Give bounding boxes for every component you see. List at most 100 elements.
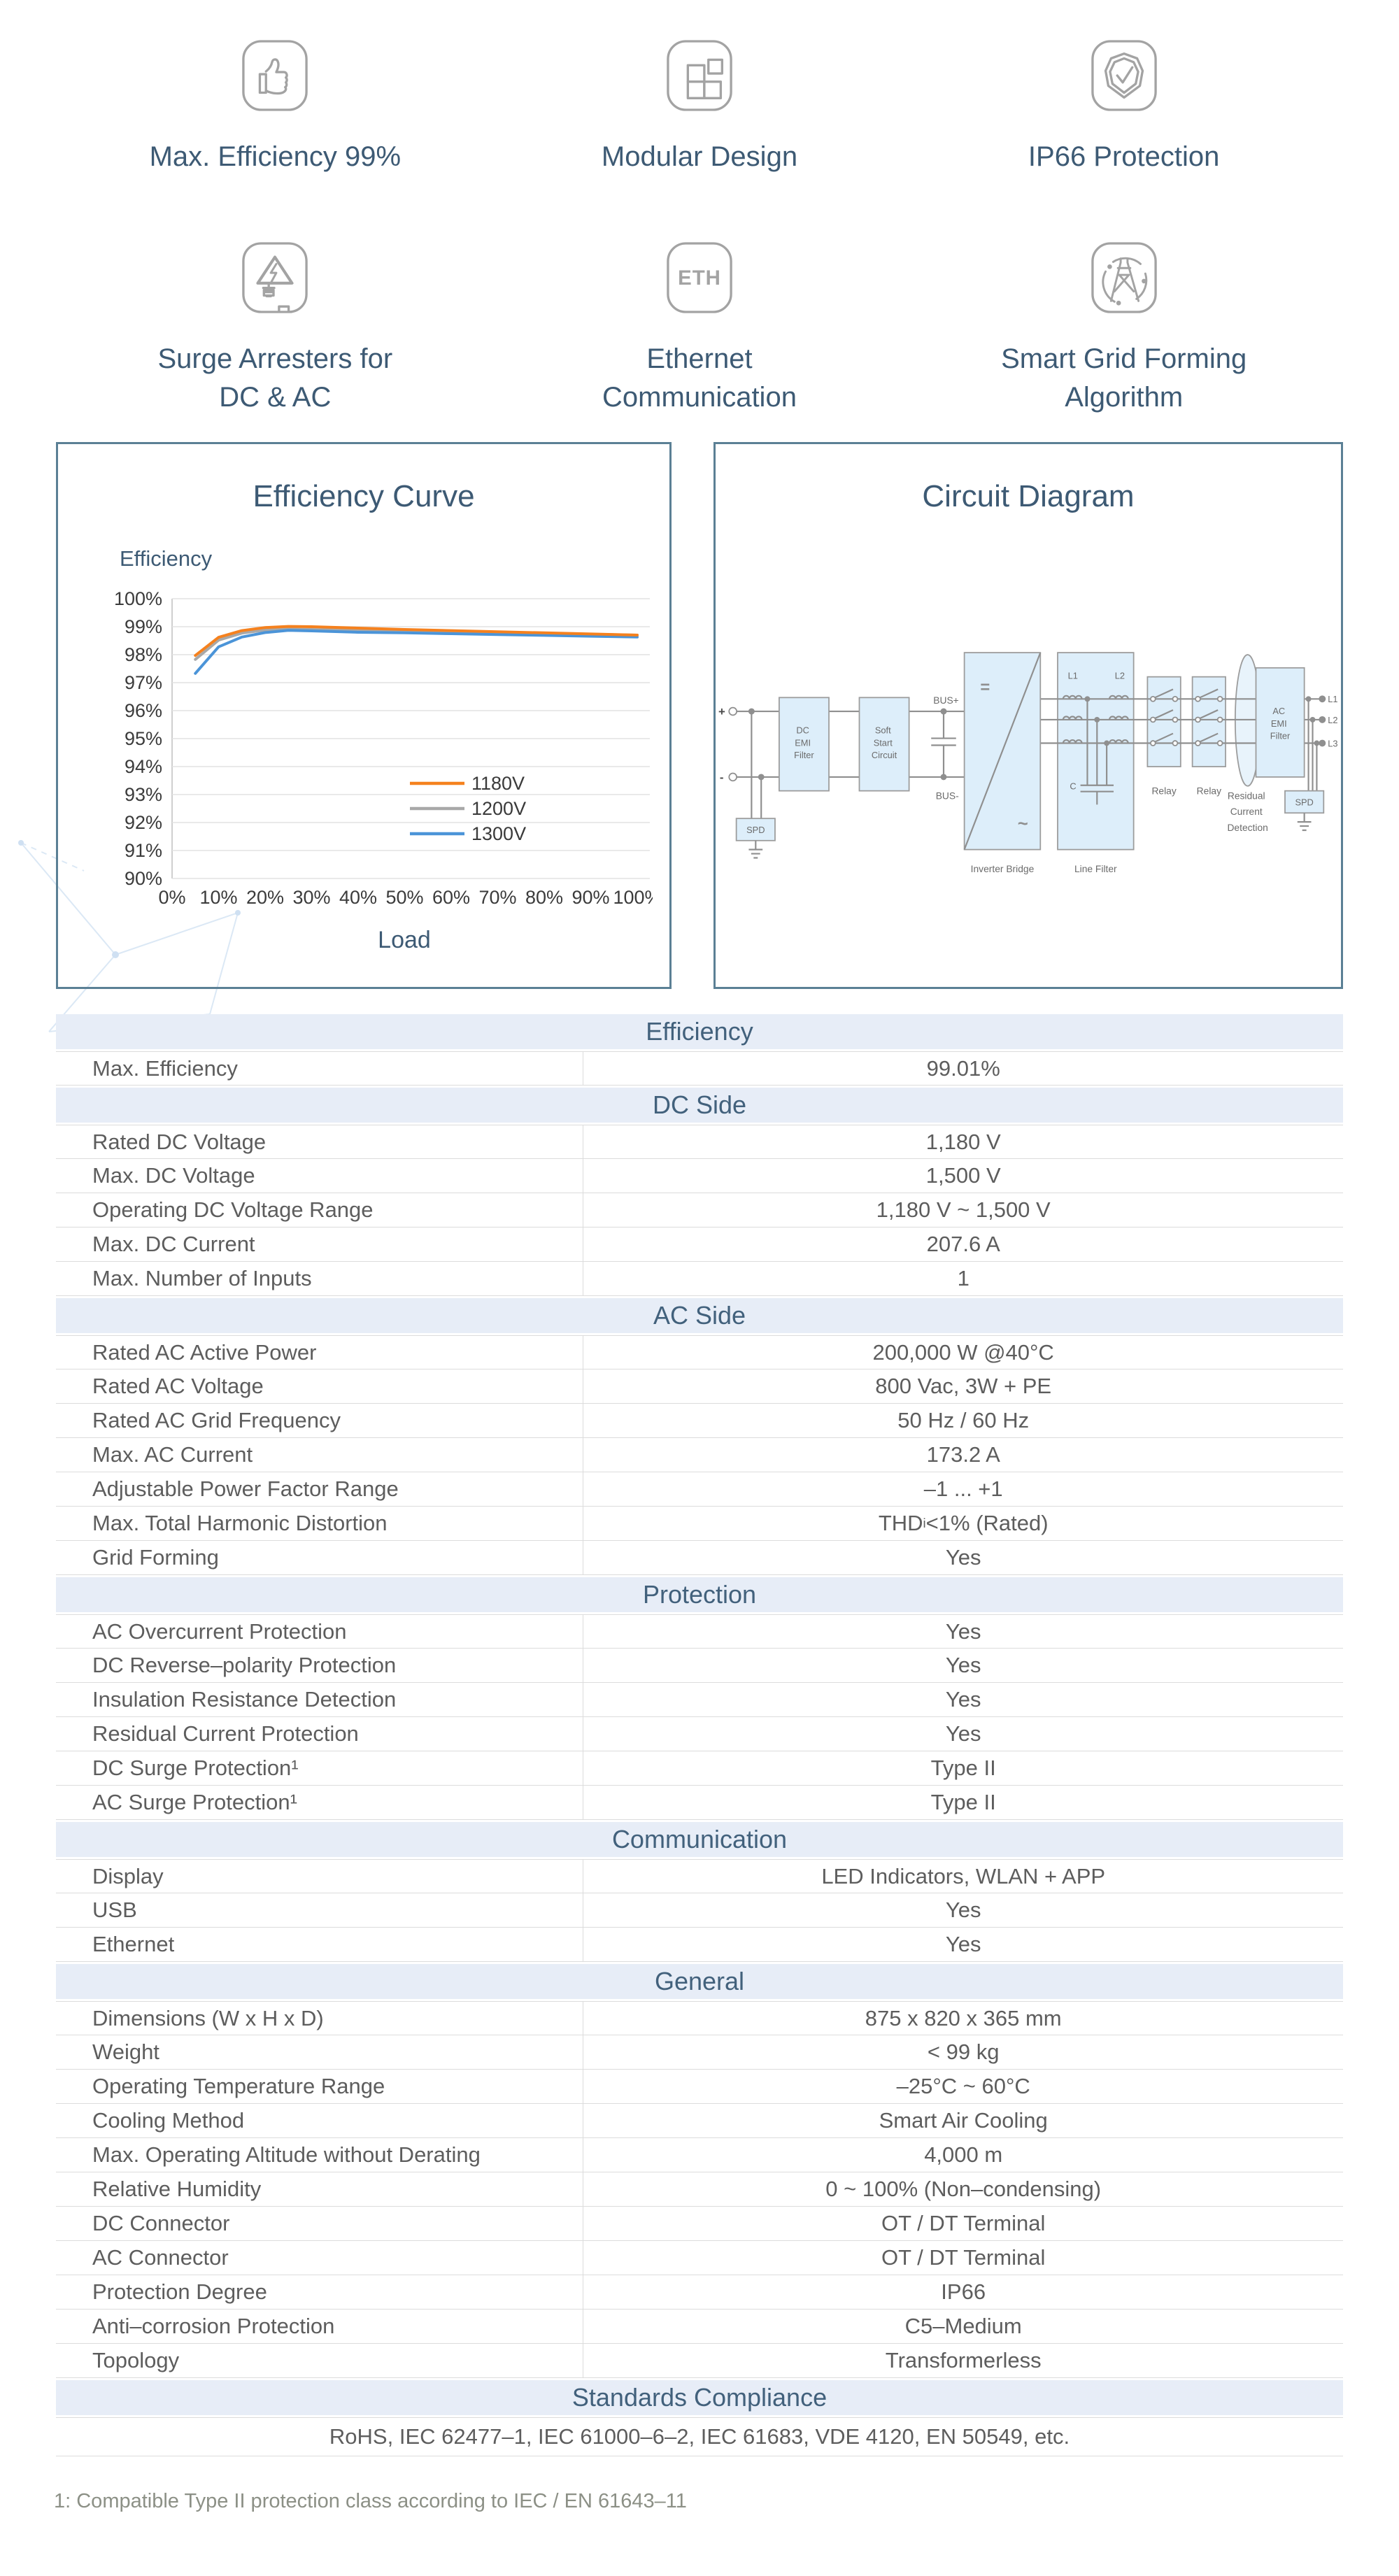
- spec-label: Insulation Resistance Detection: [56, 1683, 584, 1716]
- line-filter-label: Line Filter: [1074, 863, 1117, 874]
- section-header: DC Side: [56, 1088, 1343, 1123]
- spec-label: Protection Degree: [56, 2275, 584, 2309]
- legend-label-1180V: 1180V: [471, 773, 525, 794]
- spec-value: –25°C ~ 60°C: [896, 2074, 1030, 2098]
- x-tick-label: 100%: [613, 887, 653, 908]
- spec-row: Dimensions (W x H x D) 875 x 820 x 365 mm: [56, 2001, 1343, 2035]
- spec-label: Max. DC Current: [56, 1227, 584, 1261]
- spec-value: Type II: [930, 1756, 996, 1780]
- section-title: Standards Compliance: [571, 2383, 828, 2412]
- x-tick-label: 90%: [571, 887, 609, 908]
- section-title: DC Side: [652, 1090, 747, 1119]
- section-title: Protection: [642, 1580, 757, 1609]
- spec-value: 1,500 V: [925, 1163, 1001, 1188]
- spec-value: THD i <1% (Rated): [878, 1511, 1049, 1535]
- spec-label: Weight: [56, 2035, 584, 2069]
- x-tick-label: 20%: [246, 887, 284, 908]
- spec-row: Max. Efficiency 99.01%: [56, 1051, 1343, 1086]
- spec-row: DC Surge Protection¹ Type II: [56, 1751, 1343, 1786]
- spec-row: AC Overcurrent Protection Yes: [56, 1614, 1343, 1649]
- inverter-dc-symbol: =: [980, 678, 990, 697]
- spec-label: Anti–corrosion Protection: [56, 2310, 584, 2343]
- spec-label: Topology: [56, 2344, 584, 2377]
- spec-value: 0 ~ 100% (Non–condensing): [825, 2177, 1102, 2201]
- spec-row: Cooling Method Smart Air Cooling: [56, 2104, 1343, 2138]
- feature-ip66-protection: IP66 Protection: [911, 38, 1336, 176]
- x-axis-label: Load: [378, 927, 431, 953]
- spec-label: Rated DC Voltage: [56, 1125, 584, 1158]
- spec-label: Residual Current Protection: [56, 1717, 584, 1751]
- spec-row: DC Reverse–polarity Protection Yes: [56, 1649, 1343, 1683]
- relay-2-label: Relay: [1197, 785, 1221, 797]
- feature-label: Ethernet Communication: [602, 340, 797, 417]
- spec-label: AC Overcurrent Protection: [56, 1615, 584, 1648]
- spec-row: Rated AC Voltage 800 Vac, 3W + PE: [56, 1369, 1343, 1404]
- spec-row: AC Connector OT / DT Terminal: [56, 2241, 1343, 2275]
- soft-start-label: Soft Start Circuit: [872, 725, 897, 761]
- circuit-diagram: + - SPD DC EMI Filter Soft Start C: [718, 652, 1338, 874]
- spec-row: Residual Current Protection Yes: [56, 1717, 1343, 1751]
- y-tick-label: 98%: [125, 644, 162, 665]
- section-header: Efficiency: [56, 1014, 1343, 1049]
- feature-label: Smart Grid Forming Algorithm: [1001, 340, 1247, 417]
- spd-left-label: SPD: [746, 825, 765, 835]
- ac-emi-filter-label: AC EMI Filter: [1270, 706, 1291, 741]
- spec-label: Max. DC Voltage: [56, 1159, 584, 1193]
- spec-row: Relative Humidity 0 ~ 100% (Non–condensin…: [56, 2172, 1343, 2207]
- y-tick-label: 96%: [125, 700, 162, 721]
- ethernet-icon: ETH: [665, 241, 734, 315]
- modular-design-icon: [665, 38, 734, 113]
- spec-row: Weight < 99 kg: [56, 2035, 1343, 2070]
- spec-value: Yes: [945, 1721, 981, 1746]
- spec-value: Smart Air Cooling: [879, 2108, 1048, 2133]
- spec-label: DC Reverse–polarity Protection: [56, 1649, 584, 1682]
- section-header: Standards Compliance: [56, 2380, 1343, 2415]
- feature-modular-design: Modular Design: [488, 38, 912, 176]
- inverter-bridge-label: Inverter Bridge: [971, 863, 1035, 874]
- spec-label: AC Surge Protection¹: [56, 1786, 584, 1819]
- feature-label: Max. Efficiency 99%: [150, 138, 401, 176]
- spec-row: Rated AC Active Power 200,000 W @40°C: [56, 1335, 1343, 1369]
- spec-label: Cooling Method: [56, 2104, 584, 2137]
- spec-value: IP66: [941, 2279, 986, 2304]
- spec-value: LED Indicators, WLAN + APP: [821, 1863, 1106, 1888]
- y-tick-label: 90%: [125, 868, 162, 889]
- spec-row: Insulation Resistance Detection Yes: [56, 1683, 1343, 1717]
- feature-label-line: Smart Grid Forming: [1001, 343, 1247, 374]
- section-title: Efficiency: [646, 1017, 753, 1046]
- spec-row: Max. DC Voltage 1,500 V: [56, 1159, 1343, 1193]
- x-tick-label: 10%: [199, 887, 237, 908]
- spec-row: Grid Forming Yes: [56, 1541, 1343, 1575]
- spec-row: Max. Number of Inputs 1: [56, 1262, 1343, 1296]
- spec-label: Rated AC Grid Frequency: [56, 1404, 584, 1437]
- y-tick-label: 97%: [125, 672, 162, 693]
- spec-value: 207.6 A: [926, 1232, 1000, 1256]
- spec-value: Yes: [945, 1618, 981, 1644]
- spec-label: Operating DC Voltage Range: [56, 1193, 584, 1227]
- efficiency-curve-card: Efficiency Curve Efficiency Load 100% 99%…: [56, 442, 672, 989]
- x-tick-label: 70%: [478, 887, 516, 908]
- spec-label: DC Connector: [56, 2207, 584, 2240]
- feature-max-efficiency: Max. Efficiency 99%: [63, 38, 488, 176]
- y-axis-label: Efficiency: [120, 546, 213, 571]
- spec-row: Topology Transformerless: [56, 2344, 1343, 2378]
- spec-row: Max. Operating Altitude without Derating…: [56, 2138, 1343, 2172]
- legend-label-1200V: 1200V: [471, 798, 526, 819]
- standards-compliance-value: RoHS, IEC 62477–1, IEC 61000–6–2, IEC 61…: [56, 2417, 1343, 2456]
- inverter-ac-symbol: ~: [1018, 814, 1028, 834]
- y-tick-label: 100%: [114, 588, 162, 609]
- spec-value: < 99 kg: [927, 2040, 1000, 2064]
- spec-label: Ethernet: [56, 1928, 584, 1961]
- spec-row: AC Surge Protection¹ Type II: [56, 1786, 1343, 1820]
- spec-value: Type II: [930, 1790, 996, 1814]
- spec-row: Protection Degree IP66: [56, 2275, 1343, 2310]
- spec-value: OT / DT Terminal: [881, 2245, 1046, 2270]
- series-line-1180V: [194, 625, 639, 657]
- section-header: Communication: [56, 1822, 1343, 1857]
- spec-value: 173.2 A: [926, 1442, 1000, 1467]
- section-header: AC Side: [56, 1298, 1343, 1333]
- surge-arrester-icon: [241, 241, 309, 315]
- efficiency-chart-title: Efficiency Curve: [253, 479, 475, 513]
- spec-row: Rated DC Voltage 1,180 V: [56, 1125, 1343, 1159]
- spec-label: Adjustable Power Factor Range: [56, 1472, 584, 1506]
